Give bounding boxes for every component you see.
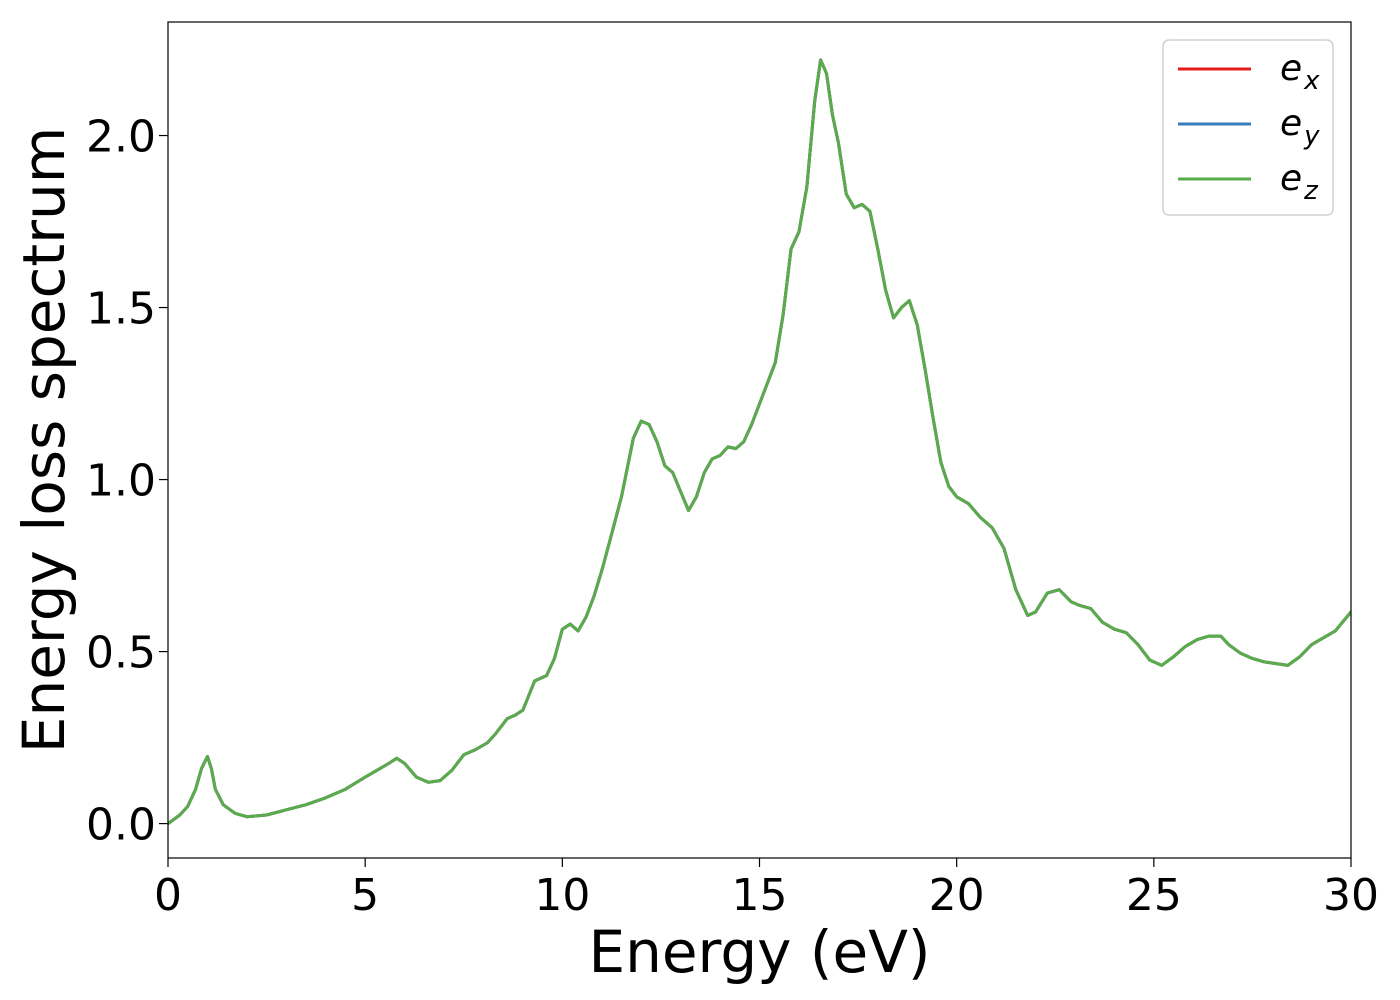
x-axis-ticks: 0 5 10 15 20 25 30 [154, 858, 1379, 921]
legend-label-x: ex [1280, 48, 1320, 96]
legend-label-main: e [1280, 103, 1302, 144]
y-axis-ticks: 0.0 0.5 1.0 1.5 2.0 [86, 112, 168, 851]
legend-box [1162, 39, 1334, 216]
x-tick-label: 10 [534, 870, 590, 921]
y-tick-label: 1.5 [86, 284, 156, 335]
x-axis-title: Energy (eV) [588, 918, 930, 986]
y-tick-label: 1.0 [86, 456, 156, 507]
y-tick-label: 2.0 [86, 112, 156, 163]
legend-label-subscript: z [1303, 176, 1319, 206]
x-tick-label: 20 [929, 870, 985, 921]
x-tick-label: 0 [154, 870, 182, 921]
y-tick-label: 0.5 [86, 628, 156, 679]
legend-label-subscript: x [1303, 66, 1320, 96]
y-tick-label: 0.0 [86, 800, 156, 851]
series-line-z [168, 58, 1351, 826]
plot-area [167, 21, 1352, 859]
x-tick-label: 25 [1126, 870, 1182, 921]
x-tick-label: 15 [732, 870, 788, 921]
y-axis-title: Energy loss spectrum [10, 127, 78, 753]
legend-label-main: e [1280, 158, 1302, 199]
legend-label-z: ez [1280, 158, 1319, 206]
legend-label-subscript: y [1303, 121, 1320, 151]
plot-background [168, 22, 1351, 858]
legend-label-main: e [1280, 48, 1302, 89]
x-tick-label: 5 [351, 870, 379, 921]
legend-label-y: ey [1280, 103, 1320, 151]
x-tick-label: 30 [1323, 870, 1379, 921]
series-layer [168, 58, 1351, 826]
